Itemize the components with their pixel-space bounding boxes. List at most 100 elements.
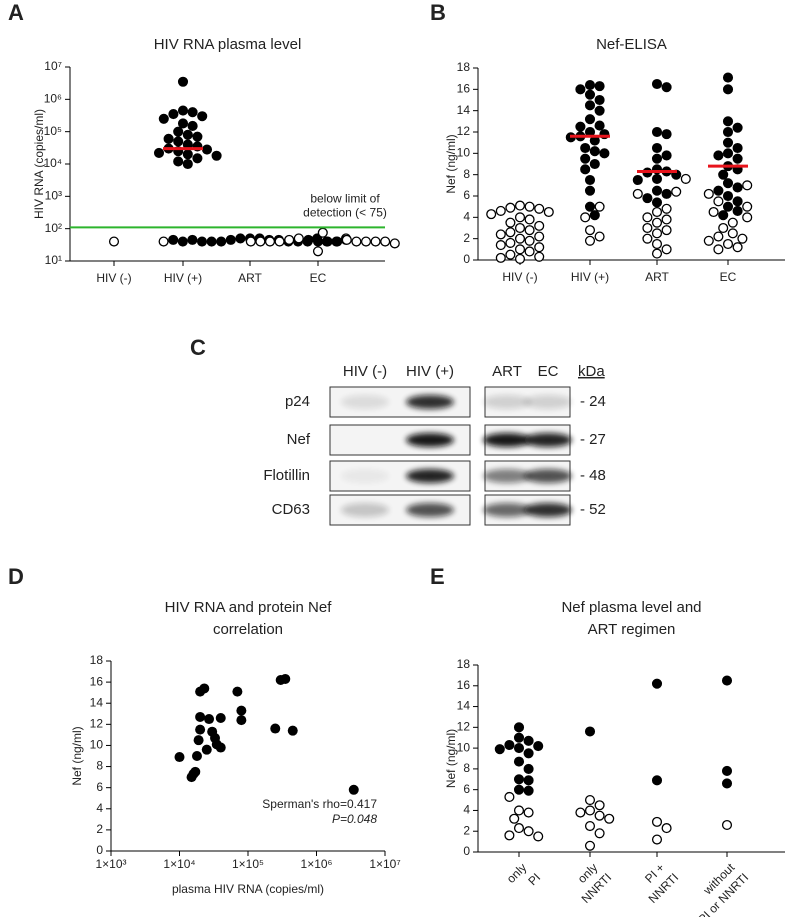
point [575,84,586,95]
point [651,238,663,250]
x-tick-label: 1×10⁷ [369,857,400,871]
point [523,775,534,786]
row-label: p24 [285,393,310,410]
x-tick-label: ART [645,270,669,284]
point [173,156,184,167]
point [514,244,526,255]
point [505,249,516,260]
point [174,752,185,763]
point [651,816,663,827]
point [504,791,515,802]
point [703,235,714,246]
point [651,173,663,184]
point [514,253,526,264]
band [341,503,389,517]
point [651,153,663,164]
lane-label: HIV (-) [343,363,387,380]
y-tick-label: 2 [96,822,103,836]
point [191,751,202,761]
point [584,80,596,91]
point [742,212,753,223]
chart-title: Nef plasma level and [561,599,701,616]
point [661,129,672,140]
y-axis-label: HIV RNA (copies/ml) [32,109,46,219]
y-tick-label: 10² [45,221,62,235]
point [199,683,210,694]
point [370,236,381,247]
band [341,469,389,483]
band [483,469,531,483]
row-label: CD63 [272,501,310,518]
annotation: P=0.048 [332,812,377,826]
point [543,206,554,218]
y-tick-label: 10 [90,738,104,752]
point [236,705,247,716]
point [671,186,682,197]
point [651,834,663,845]
point [235,233,246,244]
point [495,252,506,263]
y-tick-label: 10⁵ [44,124,62,138]
point [274,236,285,247]
point [651,678,663,689]
band [406,395,454,409]
point [534,251,545,262]
point [225,234,236,245]
y-tick-label: 0 [463,844,470,858]
point [732,122,743,133]
panel-letter: D [8,564,24,589]
point [651,126,663,138]
point [722,84,734,95]
y-tick-label: 10⁶ [44,92,62,106]
point [642,193,653,204]
point [232,686,243,697]
point [722,201,734,212]
point [651,185,663,196]
point [713,244,724,255]
point [177,105,189,116]
point [163,133,174,144]
point [651,206,663,218]
x-tick-label: EC [720,270,737,284]
point [495,229,506,240]
band [406,503,454,517]
point [341,234,352,245]
point [713,231,724,242]
point [190,766,201,777]
point [270,723,281,734]
point [513,756,525,767]
point [245,236,256,247]
kda-label: - 27 [580,431,606,448]
point [193,735,204,746]
y-tick-label: 10⁷ [44,59,62,73]
x-tick-label: HIV (-) [96,271,131,285]
y-tick-label: 12 [457,720,471,734]
point [584,820,596,832]
point [505,217,516,228]
y-tick-label: 6 [463,782,470,796]
point [486,209,497,220]
point [514,212,526,223]
point [661,823,672,834]
x-tick-label: 1×10⁵ [232,857,264,871]
point [201,144,213,155]
point [533,740,544,752]
point [513,823,525,834]
point [168,109,179,120]
y-tick-label: 12 [90,717,104,731]
band [483,433,531,447]
y-tick-label: 8 [463,167,470,181]
y-tick-label: 8 [463,761,470,775]
point [661,214,672,225]
point [594,231,605,242]
point [594,810,605,821]
point [732,242,743,253]
point [293,233,304,244]
point [287,725,298,736]
band [524,433,572,447]
point [312,236,324,247]
panel-letter: C [190,335,206,360]
point [514,222,526,234]
annotation: below limit of [310,192,380,206]
y-tick-label: 18 [90,653,104,667]
